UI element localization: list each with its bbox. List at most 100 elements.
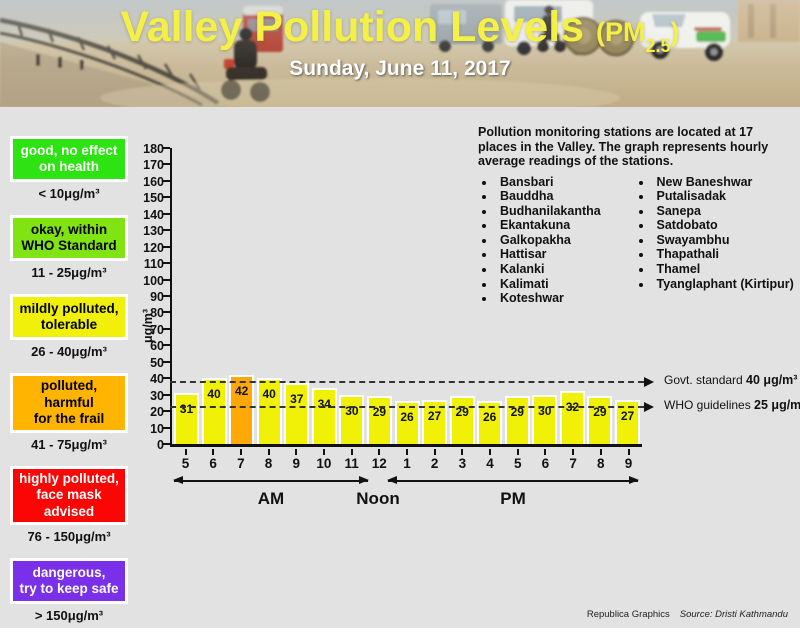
y-axis-tick <box>162 278 170 281</box>
reference-line-value: 40 μg/m³ <box>746 373 798 387</box>
y-axis-tick <box>162 410 170 413</box>
x-axis-label: 9 <box>624 456 633 471</box>
x-axis-tick <box>627 449 630 455</box>
x-axis-slot: 7 <box>560 449 587 471</box>
y-axis-tick <box>162 163 170 166</box>
bar-value-label: 26 <box>400 410 414 424</box>
stations-intro: Pollution monitoring stations are locate… <box>478 125 769 168</box>
x-axis-label: 11 <box>344 456 359 471</box>
y-axis-label: 140 <box>143 207 164 222</box>
x-axis-label: 3 <box>458 456 467 471</box>
x-axis-label: 5 <box>181 456 190 471</box>
bar-value-label: 34 <box>317 397 331 411</box>
station-item: Kalimati <box>496 277 621 292</box>
y-axis-tick <box>162 262 170 265</box>
station-item: Hattisar <box>496 247 621 262</box>
bar: 34 <box>311 388 337 444</box>
x-axis-tick <box>378 449 381 455</box>
bar-value-label: 27 <box>427 409 442 423</box>
x-axis-tick <box>239 449 242 455</box>
bar: 29 <box>449 396 475 444</box>
y-axis-label: 170 <box>143 158 164 173</box>
y-axis-label: 110 <box>143 257 164 272</box>
x-axis-tick <box>322 449 325 455</box>
legend-range-label: 26 - 40μg/m³ <box>31 344 107 359</box>
legend-item: good, no effect on health < 10μg/m³ <box>10 136 128 201</box>
station-item: Kalanki <box>496 262 621 277</box>
bar: 29 <box>504 396 530 444</box>
x-axis-label: 4 <box>486 456 494 471</box>
x-axis-label: 10 <box>316 456 332 471</box>
header-titles: Valley Pollution Levels (PM2.5) Sunday, … <box>0 4 800 81</box>
station-item: Thamel <box>653 262 794 277</box>
pm-range-arrow <box>387 476 639 484</box>
bar-value-label: 29 <box>455 405 469 419</box>
x-axis-tick <box>433 449 436 455</box>
y-axis-label: 70 <box>150 322 164 337</box>
reference-line <box>170 377 654 387</box>
main-panel: good, no effect on health < 10μg/m³ okay, … <box>0 107 800 628</box>
x-axis-tick <box>572 449 575 455</box>
graphics-credit: Republica Graphics <box>586 609 670 620</box>
station-item: Putalisadak <box>653 189 794 204</box>
legend-category-box: polluted, harmful for the frail <box>10 373 128 433</box>
x-axis-tick <box>516 449 519 455</box>
bar: 32 <box>559 391 585 444</box>
x-axis-slot: 9 <box>283 449 310 471</box>
reference-line <box>170 402 654 412</box>
bar-value-label: 30 <box>345 404 359 418</box>
x-axis-tick <box>406 449 408 455</box>
bar-value-label: 31 <box>179 402 194 416</box>
bar-value-label: 27 <box>620 409 635 423</box>
legend-range-label: 11 - 25μg/m³ <box>31 265 107 280</box>
x-axis-slot: 5 <box>172 449 199 471</box>
bar-value-label: 32 <box>565 400 580 414</box>
bar: 42 <box>229 375 255 444</box>
pm-subscript: 2.5 <box>645 36 671 56</box>
y-axis-label: 130 <box>143 224 164 239</box>
header-banner: Valley Pollution Levels (PM2.5) Sunday, … <box>0 0 800 107</box>
legend-category-box: highly polluted, face mask advised <box>10 465 128 525</box>
bar: 31 <box>174 393 199 444</box>
y-axis-tick <box>162 377 170 380</box>
x-axis-label: 8 <box>597 456 605 471</box>
axis-groups: AM Noon PM <box>172 476 642 517</box>
station-item: Sanepa <box>653 204 794 219</box>
x-axis-label: 1 <box>403 456 411 471</box>
reference-line-name: WHO guidelines <box>664 398 755 412</box>
x-axis-slot: 3 <box>449 449 476 471</box>
x-axis-slot: 8 <box>255 449 282 471</box>
y-axis-tick <box>162 229 170 232</box>
x-axis-tick <box>184 449 187 455</box>
x-axis-label: 7 <box>237 456 245 471</box>
y-axis-label: 30 <box>150 388 164 403</box>
bar: 26 <box>477 401 503 444</box>
x-axis-label: 9 <box>292 456 300 471</box>
footer-credits: Republica Graphics Source: Dristi Kathman… <box>300 609 788 620</box>
station-item: Koteshwar <box>496 291 621 306</box>
station-item: Bauddha <box>496 189 621 204</box>
legend-category-box: good, no effect on health <box>10 136 128 182</box>
bar: 40 <box>201 378 227 444</box>
page-title-text: Valley Pollution Levels <box>120 3 585 51</box>
x-axis-tick <box>544 449 547 455</box>
legend-range-label: < 10μg/m³ <box>38 186 100 201</box>
arrow-right-icon <box>629 476 639 484</box>
reference-line-label: WHO guidelines 25 μg/m³ <box>664 398 800 412</box>
station-item: Satdobato <box>653 218 794 233</box>
y-axis-label: 10 <box>150 421 164 436</box>
station-item: New Baneshwar <box>653 175 794 190</box>
bar: 40 <box>256 378 282 444</box>
y-axis-label: 90 <box>150 290 164 304</box>
station-item: Budhanilakantha <box>496 204 621 219</box>
reference-line-label: Govt. standard 40 μg/m³ <box>664 373 797 387</box>
bar: 30 <box>532 395 558 444</box>
y-axis-label: 50 <box>150 355 164 370</box>
y-axis-tick <box>162 443 170 445</box>
arrow-left-icon <box>173 476 183 484</box>
am-range-arrow <box>173 476 369 484</box>
station-item: Thapathali <box>653 247 794 262</box>
x-axis-slot: 7 <box>227 449 254 471</box>
x-axis-tick <box>350 449 353 455</box>
y-axis-label: 120 <box>143 240 164 255</box>
